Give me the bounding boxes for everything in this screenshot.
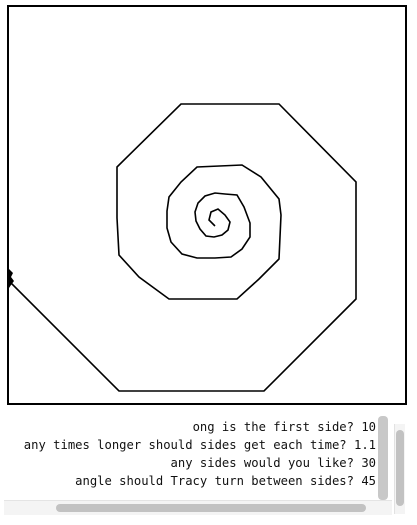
console-line: any sides would you like? 30 <box>170 456 376 470</box>
spiral-path <box>9 103 357 392</box>
console-line: angle should Tracy turn between sides? 4… <box>75 474 376 488</box>
horizontal-scrollbar-thumb[interactable] <box>56 504 366 512</box>
vertical-scrollbar-thumb[interactable] <box>396 430 404 506</box>
console-line: any times longer should sides get each t… <box>23 438 376 452</box>
vertical-scrollbar[interactable] <box>394 424 405 514</box>
console-line: ong is the first side? 10 <box>192 420 376 434</box>
turtle-canvas <box>7 5 407 405</box>
turtle-cursor-icon <box>9 269 14 288</box>
canvas-drawing <box>9 103 357 392</box>
console-panel[interactable]: ong is the first side? 10 any times long… <box>0 412 417 525</box>
inner-vertical-scrollbar-thumb[interactable] <box>378 416 388 500</box>
console-output: ong is the first side? 10 any times long… <box>6 418 386 498</box>
horizontal-scrollbar[interactable] <box>4 500 392 515</box>
